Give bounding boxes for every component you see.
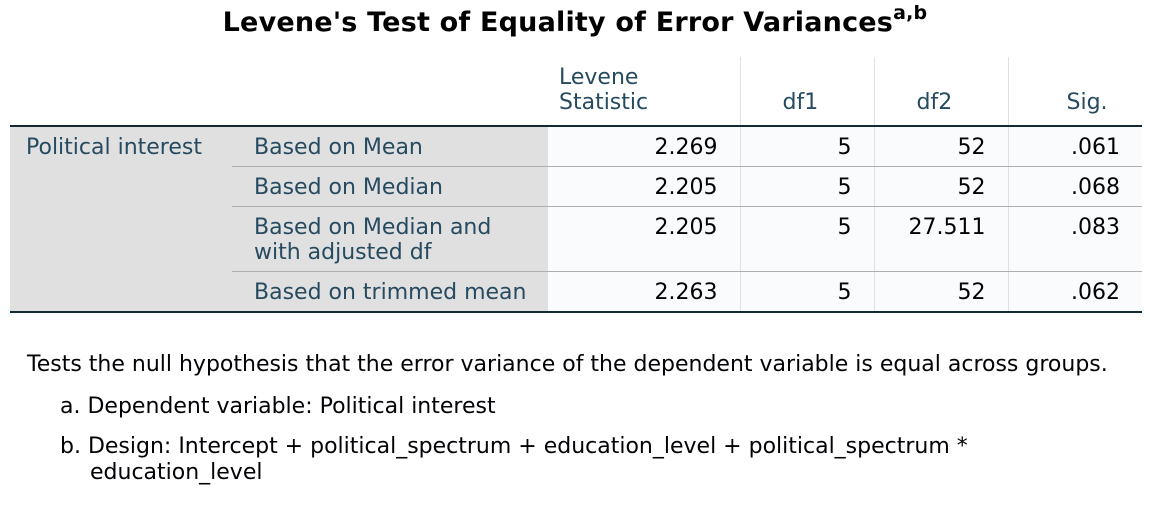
row-label: Based on Mean bbox=[232, 126, 548, 167]
table-row: Based on Median 2.205 5 52 .068 bbox=[10, 166, 1142, 207]
sig-cell: .061 bbox=[1007, 126, 1142, 167]
table-footnotes: Tests the null hypothesis that the error… bbox=[27, 352, 1117, 500]
header-df2: df2 bbox=[873, 57, 1008, 126]
df2-cell: 52 bbox=[873, 126, 1008, 167]
levene-statistic-cell: 2.205 bbox=[548, 206, 740, 272]
header-df1: df1 bbox=[739, 57, 874, 126]
row-label: Based on Median bbox=[232, 166, 548, 207]
footnote-b: b. Design: Intercept + political_spectru… bbox=[60, 434, 968, 485]
title-footnote-markers: a,b bbox=[893, 2, 928, 24]
sig-cell: .083 bbox=[1007, 206, 1142, 272]
df1-cell: 5 bbox=[739, 206, 874, 272]
df2-cell: 52 bbox=[873, 166, 1008, 207]
row-label: Based on Median and with adjusted df bbox=[232, 206, 548, 272]
table-row: Based on Median and with adjusted df 2.2… bbox=[10, 206, 1142, 272]
footnote-a: a. Dependent variable: Political interes… bbox=[60, 394, 496, 419]
table-header-row: Levene Statistic df1 df2 Sig. bbox=[10, 57, 1142, 126]
header-levene-statistic: Levene Statistic bbox=[559, 65, 649, 115]
levene-statistic-cell: 2.205 bbox=[548, 166, 740, 207]
levene-table-container: Levene Statistic df1 df2 Sig. Political … bbox=[10, 57, 1142, 313]
levene-table: Levene Statistic df1 df2 Sig. Political … bbox=[10, 57, 1142, 313]
header-blank-cell bbox=[10, 57, 232, 126]
levene-statistic-cell: 2.263 bbox=[548, 271, 740, 312]
header-blank-cell bbox=[232, 57, 548, 126]
df2-cell: 52 bbox=[873, 271, 1008, 312]
table-row: Political interest Based on Mean 2.269 5… bbox=[10, 126, 1142, 312]
null-hypothesis-note: Tests the null hypothesis that the error… bbox=[27, 352, 1108, 377]
df1-cell: 5 bbox=[739, 166, 874, 207]
row-group-label: Political interest bbox=[10, 126, 232, 312]
levene-statistic-cell: 2.269 bbox=[548, 126, 740, 167]
table-row: Based on trimmed mean 2.263 5 52 .062 bbox=[10, 271, 1142, 312]
df1-cell: 5 bbox=[739, 126, 874, 167]
sig-cell: .068 bbox=[1007, 166, 1142, 207]
sig-cell: .062 bbox=[1007, 271, 1142, 312]
table-title: Levene's Test of Equality of Error Varia… bbox=[0, 2, 1150, 38]
table-title-text: Levene's Test of Equality of Error Varia… bbox=[222, 7, 894, 38]
header-sig: Sig. bbox=[1007, 57, 1142, 126]
df1-cell: 5 bbox=[739, 271, 874, 312]
row-label: Based on trimmed mean bbox=[232, 271, 548, 312]
df2-cell: 27.511 bbox=[873, 206, 1008, 272]
